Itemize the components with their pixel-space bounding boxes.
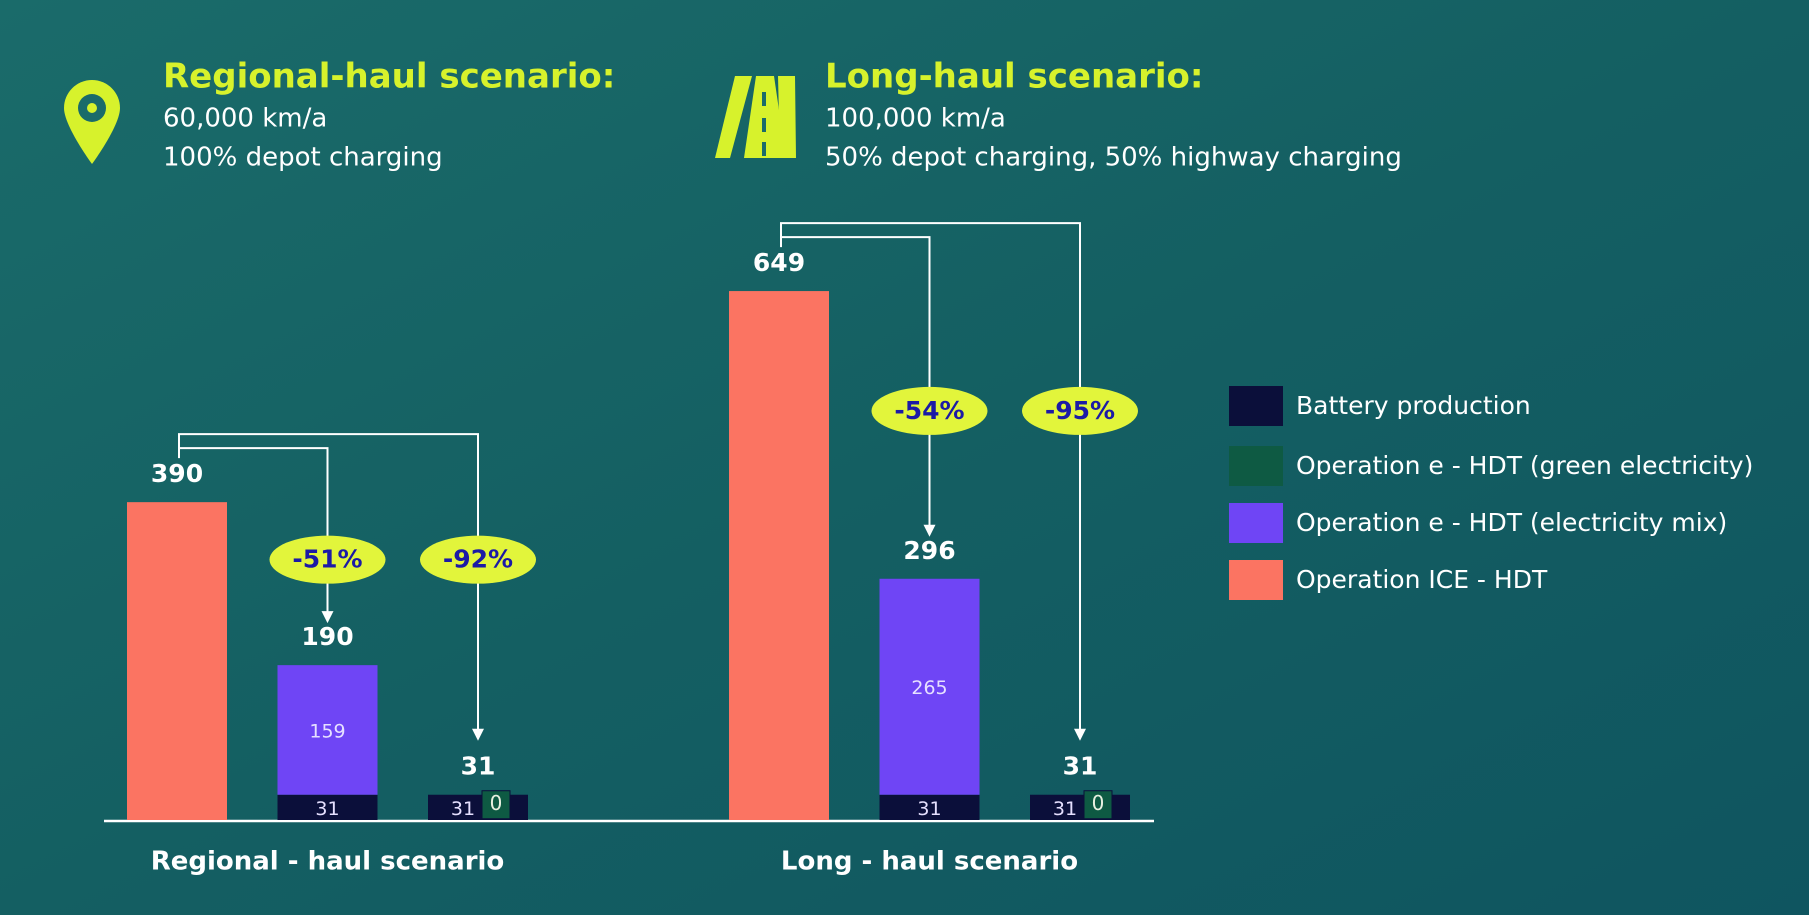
bar-segment: [277, 794, 378, 820]
arrow-line: [178, 433, 479, 739]
reduction-pill: [269, 535, 386, 584]
scenario-detail: 50% depot charging, 50% highway charging: [825, 143, 1402, 173]
total-label: 190: [301, 622, 353, 651]
arrow-line: [781, 236, 931, 535]
scenario-detail: 100% depot charging: [163, 143, 443, 173]
zero-segment: [481, 790, 511, 820]
segment-label: 0: [1092, 791, 1105, 815]
reduction-pill: [871, 386, 988, 435]
reduction-label: -54%: [894, 396, 964, 425]
segment-label: 31: [451, 798, 475, 820]
bar-segment: [879, 794, 980, 820]
segment-label: 31: [1053, 798, 1077, 820]
scenario-title: Regional-haul scenario:: [163, 57, 615, 97]
total-label: 649: [753, 248, 805, 277]
arrow-head: [923, 524, 936, 537]
scenario-detail: 100,000 km/a: [825, 104, 1006, 134]
legend-label: Operation e - HDT (electricity mix): [1296, 508, 1727, 537]
legend-label: Operation e - HDT (green electricity): [1296, 451, 1753, 480]
total-label: 390: [151, 459, 203, 488]
bar-segment: [879, 578, 980, 795]
group-label: Long - haul scenario: [781, 847, 1078, 877]
bar-segment: [428, 794, 528, 820]
bar-segment: [277, 665, 378, 795]
arrow-head: [321, 611, 334, 624]
legend-label: Battery production: [1296, 391, 1531, 420]
road-icon: [715, 76, 800, 158]
legend-swatch: [1229, 503, 1283, 543]
segment-label: 159: [309, 720, 345, 742]
bar-segment: [729, 291, 829, 820]
segment-label: 0: [490, 791, 503, 815]
bar-segment: [127, 502, 227, 820]
bar-segment: [1030, 794, 1130, 820]
zero-segment: [1083, 790, 1113, 820]
reduction-pill: [1022, 386, 1138, 435]
reduction-pill: [420, 535, 536, 584]
arrow-head: [472, 728, 484, 741]
segment-label: 31: [315, 798, 339, 820]
pin-icon: [64, 80, 120, 164]
reduction-label: -95%: [1045, 396, 1115, 425]
reduction-label: -51%: [292, 545, 362, 574]
reduction-label: -92%: [443, 545, 513, 574]
segment-label: 265: [911, 677, 947, 699]
arrow-head: [1074, 728, 1086, 741]
group-label: Regional - haul scenario: [151, 847, 505, 877]
segment-label: 31: [917, 798, 941, 820]
scenario-title: Long-haul scenario:: [825, 57, 1204, 97]
legend-swatch: [1229, 446, 1283, 486]
legend-swatch: [1229, 560, 1283, 600]
arrow-line: [780, 222, 1081, 739]
scenario-detail: 60,000 km/a: [163, 104, 327, 134]
total-label: 296: [903, 536, 955, 565]
legend-label: Operation ICE - HDT: [1296, 565, 1548, 594]
total-label: 31: [461, 752, 496, 781]
total-label: 31: [1063, 752, 1098, 781]
legend-swatch: [1229, 386, 1283, 426]
